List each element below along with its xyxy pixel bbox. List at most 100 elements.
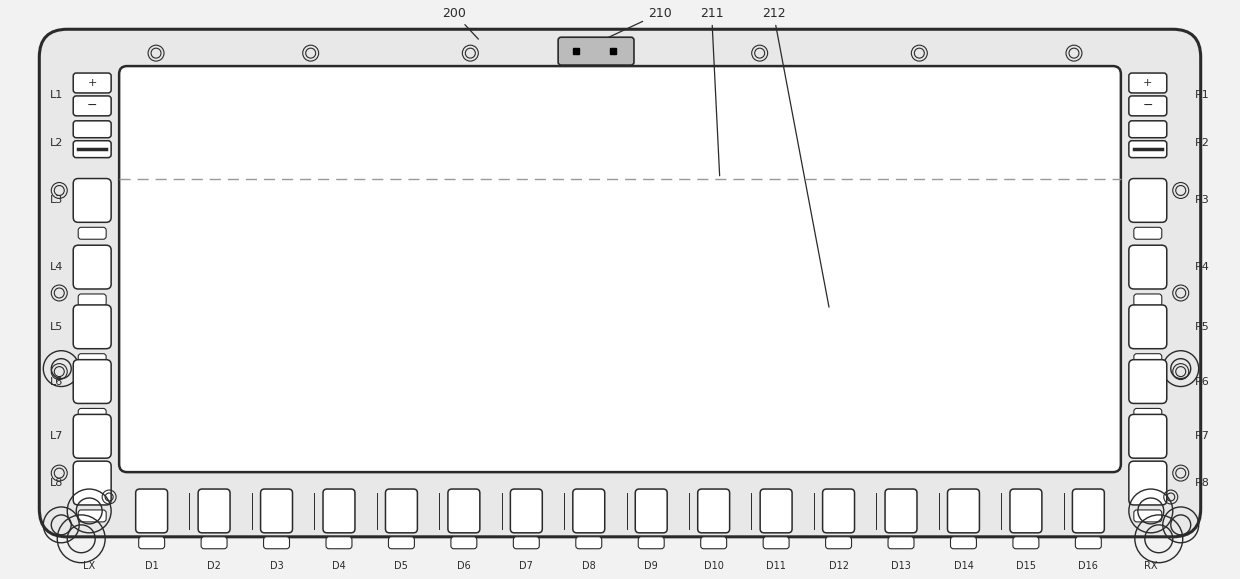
FancyBboxPatch shape [1128,305,1167,349]
Text: 211: 211 [699,7,723,176]
FancyBboxPatch shape [822,489,854,533]
Text: L2: L2 [50,138,63,148]
FancyBboxPatch shape [1013,537,1039,549]
Text: D15: D15 [1016,560,1035,571]
Text: L6: L6 [50,376,63,387]
FancyBboxPatch shape [73,73,112,93]
FancyBboxPatch shape [639,537,665,549]
FancyBboxPatch shape [201,537,227,549]
Text: R8: R8 [1194,478,1209,488]
Text: D14: D14 [954,560,973,571]
Text: R3: R3 [1194,196,1209,206]
Text: R6: R6 [1194,376,1209,387]
Text: R1: R1 [1194,90,1209,100]
FancyBboxPatch shape [73,415,112,458]
FancyBboxPatch shape [260,489,293,533]
Text: R4: R4 [1194,262,1209,272]
FancyBboxPatch shape [1133,510,1162,522]
FancyBboxPatch shape [78,408,107,420]
FancyBboxPatch shape [78,228,107,239]
FancyBboxPatch shape [1075,537,1101,549]
FancyBboxPatch shape [1128,178,1167,222]
FancyBboxPatch shape [73,121,112,138]
Text: D13: D13 [892,560,911,571]
Text: 200: 200 [443,7,479,39]
Text: R5: R5 [1194,322,1209,332]
FancyBboxPatch shape [1128,461,1167,505]
FancyBboxPatch shape [701,537,727,549]
FancyBboxPatch shape [73,360,112,404]
FancyBboxPatch shape [139,537,165,549]
FancyBboxPatch shape [511,489,542,533]
Text: D12: D12 [828,560,848,571]
FancyBboxPatch shape [78,510,107,522]
FancyBboxPatch shape [698,489,729,533]
FancyBboxPatch shape [78,463,107,475]
FancyBboxPatch shape [826,537,852,549]
FancyBboxPatch shape [1128,96,1167,116]
FancyBboxPatch shape [1128,415,1167,458]
FancyBboxPatch shape [760,489,792,533]
FancyBboxPatch shape [451,537,477,549]
Text: R7: R7 [1194,431,1209,441]
FancyBboxPatch shape [885,489,918,533]
FancyBboxPatch shape [73,305,112,349]
FancyBboxPatch shape [448,489,480,533]
Text: L4: L4 [50,262,63,272]
FancyBboxPatch shape [73,96,112,116]
FancyBboxPatch shape [763,537,789,549]
Text: L3: L3 [50,196,63,206]
FancyBboxPatch shape [1133,354,1162,365]
Text: D6: D6 [458,560,471,571]
FancyBboxPatch shape [573,489,605,533]
FancyBboxPatch shape [73,178,112,222]
FancyBboxPatch shape [1128,121,1167,138]
FancyBboxPatch shape [1128,73,1167,93]
FancyBboxPatch shape [888,537,914,549]
FancyBboxPatch shape [1128,360,1167,404]
Text: +: + [88,78,97,88]
FancyBboxPatch shape [322,489,355,533]
FancyBboxPatch shape [558,37,634,65]
Text: 210: 210 [599,7,672,42]
Text: D3: D3 [269,560,284,571]
FancyBboxPatch shape [135,489,167,533]
FancyBboxPatch shape [1133,463,1162,475]
FancyBboxPatch shape [40,30,1200,537]
Text: −: − [87,100,98,112]
Text: L8: L8 [50,478,63,488]
Text: LX: LX [83,560,95,571]
Text: D2: D2 [207,560,221,571]
FancyBboxPatch shape [78,294,107,306]
Text: −: − [1142,100,1153,112]
FancyBboxPatch shape [73,245,112,289]
FancyBboxPatch shape [635,489,667,533]
FancyBboxPatch shape [1128,245,1167,289]
Text: D10: D10 [704,560,724,571]
FancyBboxPatch shape [388,537,414,549]
FancyBboxPatch shape [1133,294,1162,306]
Text: D9: D9 [645,560,658,571]
FancyBboxPatch shape [951,537,976,549]
FancyBboxPatch shape [73,461,112,505]
FancyBboxPatch shape [1073,489,1105,533]
Text: +: + [1143,78,1152,88]
Text: RX: RX [1145,560,1158,571]
Text: L7: L7 [50,431,63,441]
Text: D16: D16 [1079,560,1099,571]
FancyBboxPatch shape [1009,489,1042,533]
FancyBboxPatch shape [1128,141,1167,157]
FancyBboxPatch shape [513,537,539,549]
FancyBboxPatch shape [1133,408,1162,420]
FancyBboxPatch shape [947,489,980,533]
FancyBboxPatch shape [119,66,1121,472]
FancyBboxPatch shape [575,537,601,549]
Text: R2: R2 [1194,138,1209,148]
FancyBboxPatch shape [1133,228,1162,239]
Text: D5: D5 [394,560,408,571]
FancyBboxPatch shape [326,537,352,549]
Text: L5: L5 [50,322,63,332]
FancyBboxPatch shape [78,354,107,365]
FancyBboxPatch shape [264,537,289,549]
Text: D1: D1 [145,560,159,571]
